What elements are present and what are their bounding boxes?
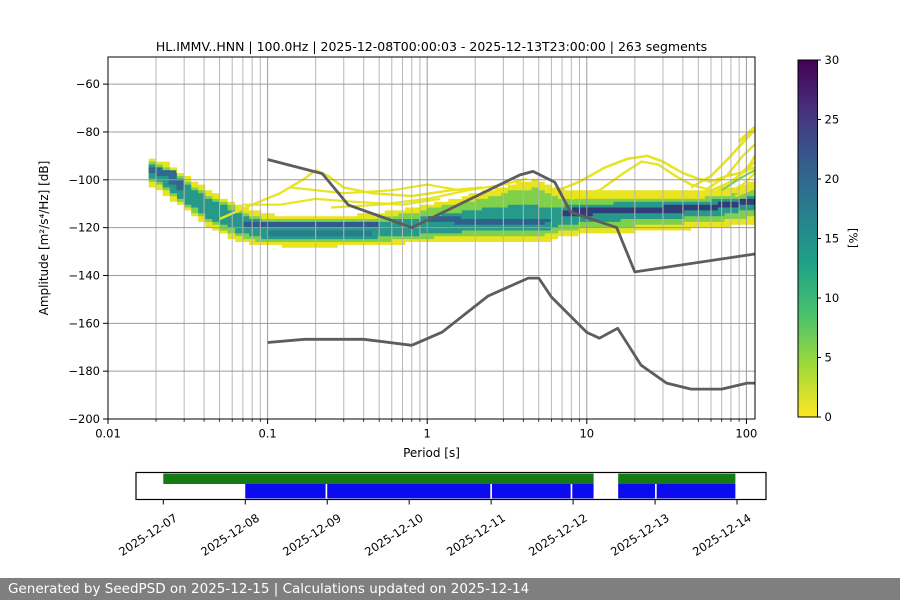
ppsd-density-core	[267, 230, 372, 237]
x-tick-label: 1	[424, 427, 431, 441]
noise-model-lines	[267, 158, 755, 391]
coverage-green-segment	[618, 473, 736, 484]
coverage-blue-segment	[656, 484, 736, 499]
date-tick-label: 2025-12-10	[362, 511, 426, 559]
y-tick-label: −180	[68, 364, 100, 378]
y-tick-label: −160	[68, 316, 100, 330]
ppsd-outlier-streak	[737, 125, 755, 143]
date-tick-label: 2025-12-08	[198, 511, 262, 559]
ppsd-density-core	[562, 198, 755, 217]
high-noise-model	[267, 158, 755, 274]
date-tick-label: 2025-12-14	[690, 511, 754, 559]
ppsd-outlier-streak	[734, 181, 755, 198]
ppsd-density-core	[242, 221, 380, 228]
colorbar-tick-label: 0	[825, 410, 832, 424]
y-tick-label: −60	[76, 77, 100, 91]
colorbar-tick-label: 15	[825, 232, 840, 246]
grid-lines	[108, 57, 755, 419]
coverage-blue-segment	[491, 484, 571, 499]
ppsd-density-core	[427, 216, 552, 225]
y-tick-label: −100	[68, 173, 100, 187]
ppsd-density-layer	[148, 164, 755, 240]
footer-status-bar: Generated by SeedPSD on 2025-12-15 | Cal…	[0, 578, 900, 600]
colorbar-tick-label: 10	[825, 291, 840, 305]
y-tick-label: −120	[68, 221, 100, 235]
date-tick-label: 2025-12-09	[280, 511, 344, 559]
colorbar-tick-label: 20	[825, 172, 840, 186]
x-tick-label: 100	[735, 427, 757, 441]
date-tick-label: 2025-12-12	[526, 511, 590, 559]
x-tick-label: 10	[579, 427, 594, 441]
page-title: HL.IMMV..HNN | 100.0Hz | 2025-12-08T00:0…	[155, 39, 708, 54]
ppsd-outlier-streak	[219, 168, 483, 221]
low-noise-model	[267, 276, 755, 391]
coverage-blue-segment	[618, 484, 656, 499]
colorbar-tick-label: 30	[825, 53, 840, 67]
ppsd-outlier-streak	[242, 197, 440, 206]
colorbar-tick-label: 5	[825, 351, 832, 365]
ppsd-outlier-streak	[715, 155, 755, 192]
ppsd-histogram	[148, 125, 755, 248]
y-axis-label: Amplitude [m²/s⁴/Hz] [dB]	[37, 160, 51, 316]
date-tick-label: 2025-12-07	[116, 511, 180, 559]
x-axis-label: Period [s]	[403, 446, 460, 460]
coverage-green-segment	[163, 473, 594, 484]
coverage-blue-segment	[572, 484, 594, 499]
date-tick-label: 2025-12-11	[444, 511, 508, 559]
coverage-blue-segment	[327, 484, 491, 499]
date-tick-label: 2025-12-13	[608, 511, 672, 559]
ppsd-density-core	[148, 167, 185, 191]
colorbar-label: [%]	[846, 228, 860, 248]
footer-text: Generated by SeedPSD on 2025-12-15 | Cal…	[8, 581, 530, 597]
coverage-bar: 2025-12-07 2025-12-08 2025-12-09 2025-12-10…	[116, 471, 767, 559]
y-tick-label: −200	[68, 412, 100, 426]
ppsd-outlier-streak	[550, 154, 755, 195]
colorbar: 0 5 10 15 20 25 30	[797, 53, 840, 424]
colorbar-tick-label: 25	[825, 113, 840, 127]
ppsd-outlier-streak	[331, 177, 527, 209]
x-tick-label: 0.1	[258, 427, 276, 441]
ppsd-outlier-streak	[725, 172, 755, 195]
y-tick-label: −80	[76, 125, 100, 139]
ppsd-outlier-streak	[704, 143, 755, 192]
x-tick-label: 0.01	[95, 427, 121, 441]
axes: 0.01 0.1 1 10 100 −60 −80 −100 −120 −140 −160 −180 −…	[68, 56, 757, 441]
y-tick-label: −140	[68, 268, 100, 282]
coverage-blue-segment	[245, 484, 326, 499]
